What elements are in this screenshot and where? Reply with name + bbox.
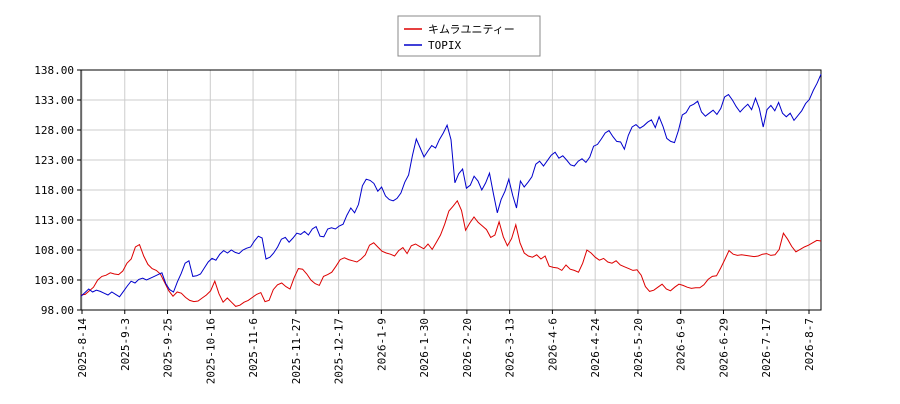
x-tick-label: 2026-1-9 (375, 318, 388, 371)
x-tick-label: 2025-11-6 (247, 318, 260, 378)
y-tick-label: 118.00 (34, 184, 74, 197)
x-tick-label: 2026-4-24 (589, 318, 602, 378)
x-tick-label: 2025-8-14 (76, 318, 89, 378)
x-tick-label: 2026-4-6 (546, 318, 559, 371)
legend-label-kimura: キムラユニティー (428, 23, 515, 36)
x-tick-label: 2026-5-20 (632, 318, 645, 378)
legend-box (397, 15, 541, 57)
y-tick-label: 113.00 (34, 214, 74, 227)
grid (81, 69, 821, 311)
x-tick-label: 2026-6-9 (675, 318, 688, 371)
legend: キムラユニティー TOPIX (397, 15, 541, 57)
plot-area-border (80, 69, 822, 311)
x-tick-label: 2025-9-3 (119, 318, 132, 371)
x-tick-label: 2026-6-29 (717, 318, 730, 378)
series-line-topix (80, 74, 822, 298)
x-tick-label: 2026-3-13 (504, 318, 517, 378)
y-tick-label: 133.00 (34, 94, 74, 107)
y-axis: 98.00 103.00 108.00 113.00 118.00 123.00 128.0… (34, 64, 81, 317)
x-tick-label: 2026-2-20 (461, 318, 474, 378)
y-tick-label: 98.00 (41, 304, 74, 317)
y-tick-label: 128.00 (34, 124, 74, 137)
y-tick-label: 108.00 (34, 244, 74, 257)
x-tick-label: 2025-10-16 (204, 318, 217, 384)
x-tick-label: 2025-12-17 (333, 318, 346, 384)
series-line-kimura (80, 199, 822, 307)
x-tick-label: 2026-7-17 (760, 318, 773, 378)
y-tick-label: 103.00 (34, 274, 74, 287)
x-tick-label: 2025-11-27 (290, 318, 303, 384)
y-tick-label: 138.00 (34, 64, 74, 77)
x-tick-label: 2026-8-7 (803, 318, 816, 371)
x-axis: 2025-8-14 2025-9-3 2025-9-25 2025-10-16 2025… (76, 310, 816, 384)
x-tick-label: 2025-9-25 (162, 318, 175, 378)
x-tick-label: 2026-1-30 (418, 318, 431, 378)
legend-label-topix: TOPIX (428, 39, 461, 52)
y-tick-label: 123.00 (34, 154, 74, 167)
series-lines (80, 74, 822, 307)
